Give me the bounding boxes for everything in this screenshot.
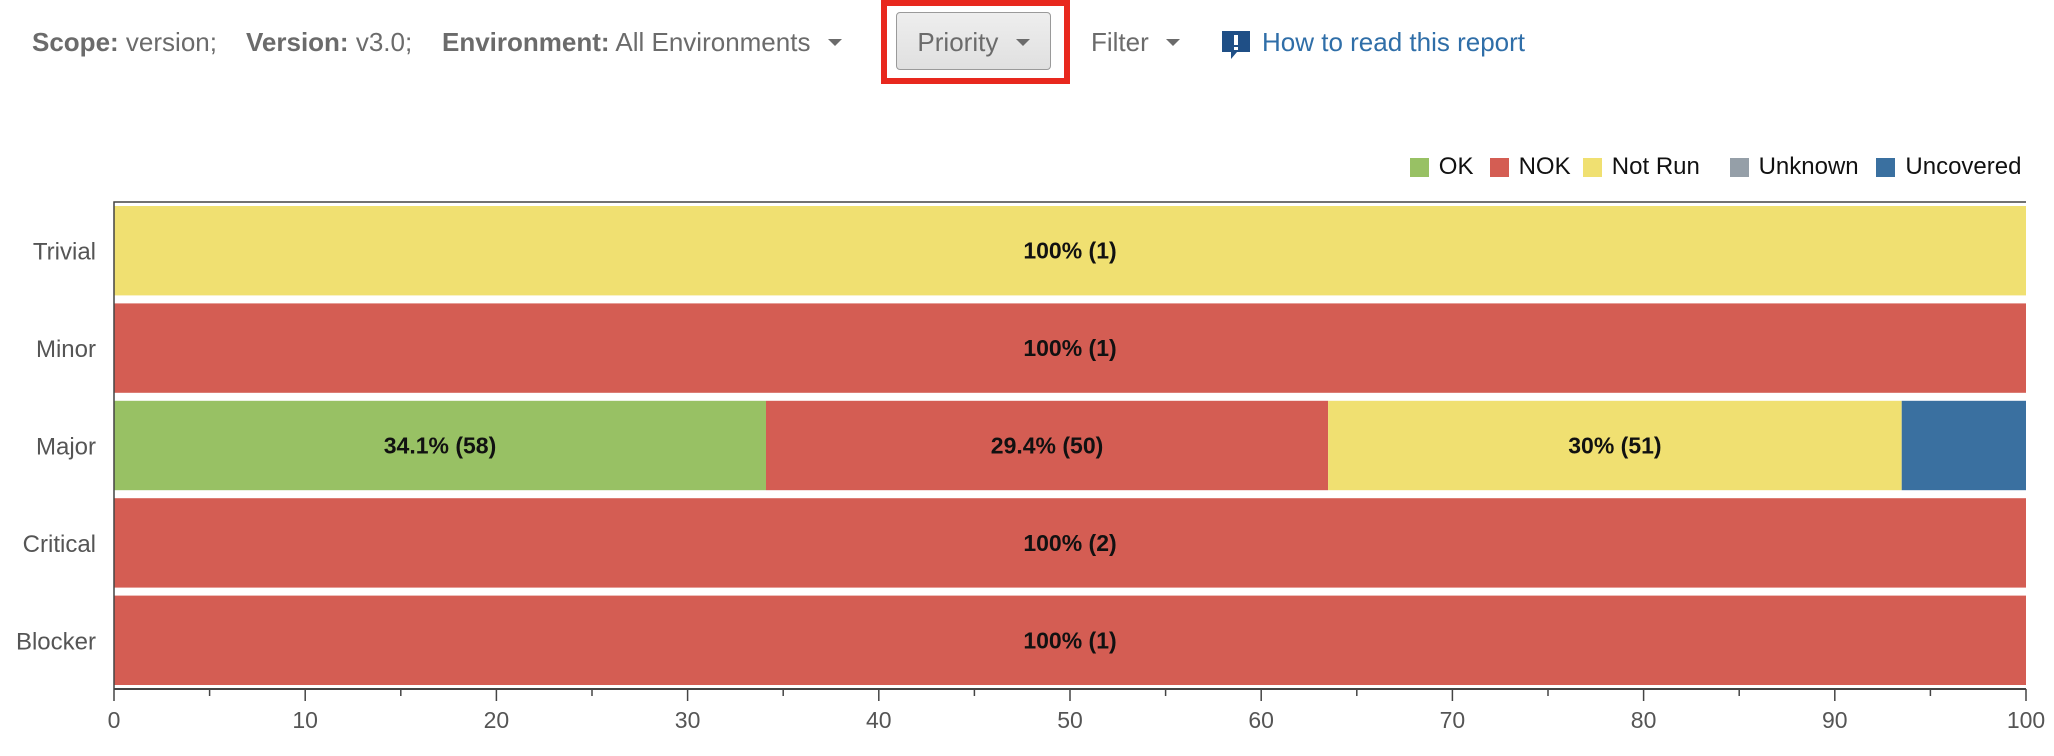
data-label-major-not-run: 30% (51): [1568, 433, 1661, 459]
legend-swatch-ok: [1409, 158, 1429, 177]
bar-major-ok[interactable]: [114, 400, 766, 491]
version-label: Version:: [246, 27, 349, 57]
legend-label-uncovered: Uncovered: [1905, 153, 2022, 180]
x-tick-label-70: 70: [1440, 707, 1466, 733]
bar-blocker-nok[interactable]: [114, 595, 2026, 685]
x-tick-label-90: 90: [1822, 707, 1848, 733]
x-tick-label-10: 10: [292, 707, 318, 733]
bar-critical-nok[interactable]: [114, 498, 2026, 588]
version-info: Version: v3.0;: [246, 22, 412, 62]
chevron-down-icon: [827, 39, 842, 47]
how-to-read-link[interactable]: How to read this report: [1262, 27, 1526, 57]
environment-value: All Environments: [615, 27, 811, 57]
data-label-blocker-nok: 100% (1): [1023, 627, 1116, 653]
x-tick-label-40: 40: [866, 707, 892, 733]
environment-label: Environment:: [442, 27, 610, 57]
x-tick-label-20: 20: [484, 707, 510, 733]
legend-swatch-nok: [1489, 158, 1509, 177]
data-label-critical-nok: 100% (2): [1023, 530, 1116, 556]
legend-label-not-run: Not Run: [1611, 153, 1700, 180]
y-tick-label-critical: Critical: [23, 531, 96, 558]
legend-label-nok: NOK: [1518, 153, 1571, 180]
legend-swatch-unknown: [1729, 158, 1749, 177]
x-tick-label-50: 50: [1057, 707, 1083, 733]
scope-info: Scope: version;: [32, 22, 217, 62]
legend-label-ok: OK: [1438, 153, 1474, 180]
bar-major-not-run[interactable]: [1328, 400, 1902, 491]
report-toolbar: Scope: version; Version: v3.0; Environme…: [0, 0, 2054, 90]
data-label-trivial-not-run: 100% (1): [1023, 238, 1116, 264]
chevron-down-icon: [1015, 39, 1030, 47]
bar-major-uncovered[interactable]: [1901, 400, 2026, 491]
scope-value: version;: [125, 27, 217, 57]
y-tick-label-blocker: Blocker: [16, 628, 96, 655]
chevron-down-icon: [1166, 39, 1181, 47]
bar-major-nok[interactable]: [765, 400, 1329, 491]
filter-label: Filter: [1091, 27, 1149, 57]
data-label-minor-nok: 100% (1): [1023, 335, 1116, 361]
x-tick-label-80: 80: [1631, 707, 1657, 733]
version-value: v3.0;: [355, 27, 413, 57]
plot-frame: [113, 201, 2026, 689]
bar-minor-nok[interactable]: [114, 303, 2026, 393]
environment-dropdown[interactable]: Environment: All Environments: [442, 22, 842, 62]
priority-button-label: Priority: [917, 27, 999, 57]
legend-swatch-uncovered: [1876, 158, 1896, 177]
priority-button[interactable]: Priority: [896, 12, 1051, 70]
priority-highlight-box: [881, 0, 1070, 84]
filter-dropdown[interactable]: Filter: [1091, 22, 1181, 62]
x-tick-label-30: 30: [675, 707, 701, 733]
data-label-major-nok: 29.4% (50): [991, 433, 1104, 459]
x-tick-label-0: 0: [108, 707, 121, 733]
x-tick-label-100: 100: [2007, 707, 2045, 733]
y-tick-label-major: Major: [36, 434, 96, 461]
speech-bubble-exclamation-icon[interactable]: [1219, 28, 1253, 62]
bar-trivial-not-run[interactable]: [114, 206, 2026, 296]
y-tick-label-minor: Minor: [36, 336, 96, 363]
data-label-major-ok: 34.1% (58): [384, 433, 497, 459]
legend-swatch-not-run: [1582, 158, 1602, 177]
x-tick-label-60: 60: [1248, 707, 1274, 733]
scope-label: Scope:: [32, 27, 119, 57]
y-tick-label-trivial: Trivial: [33, 239, 96, 266]
legend-label-unknown: Unknown: [1758, 153, 1859, 180]
